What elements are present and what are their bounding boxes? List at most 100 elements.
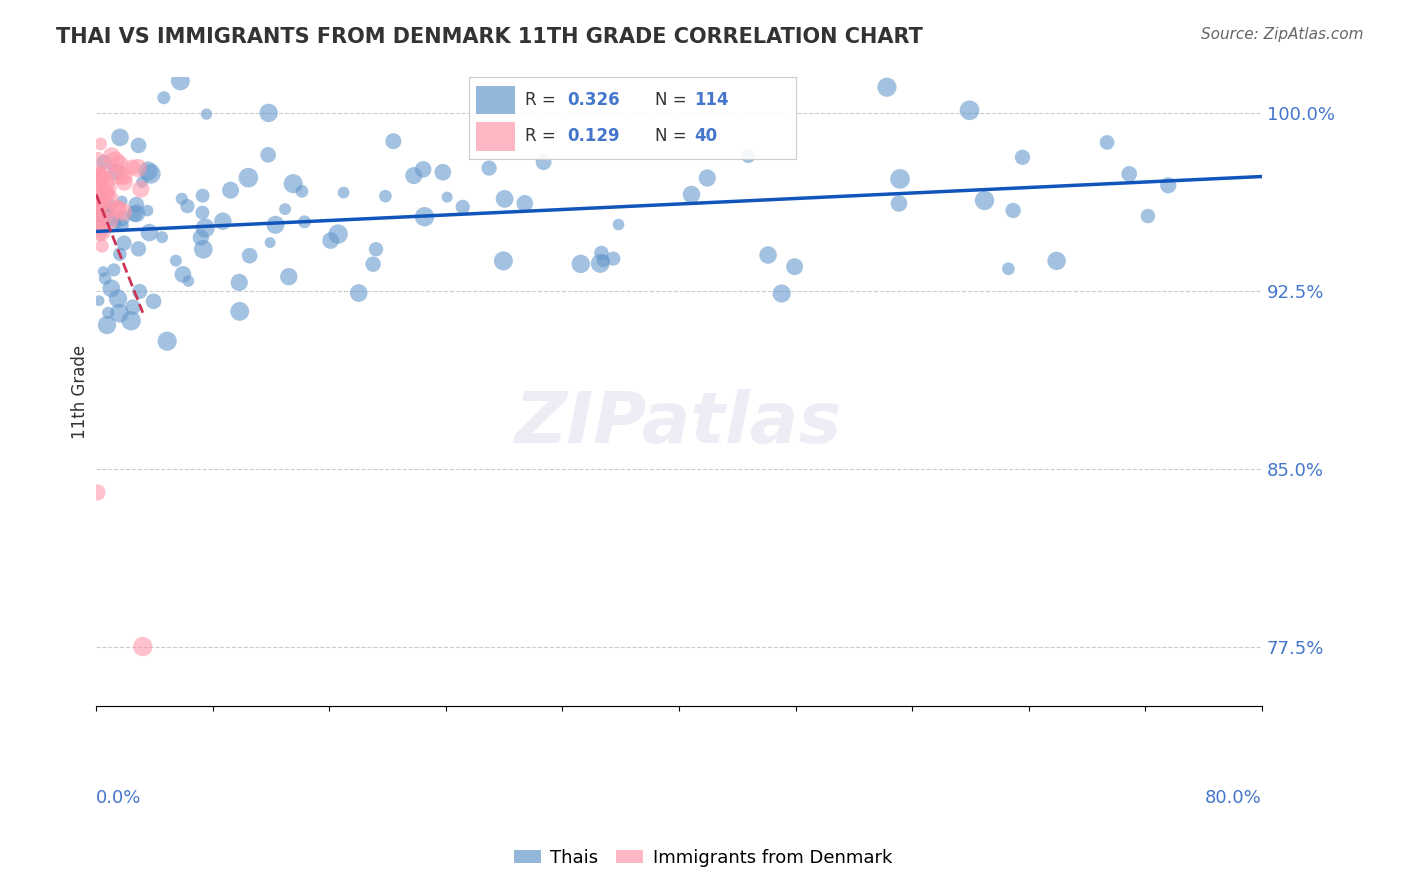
Point: [770, 286, 793, 301]
Point: [402, 169, 425, 183]
Point: [756, 248, 779, 262]
Point: [436, 190, 458, 204]
Point: [91, 264, 114, 278]
Point: [150, 230, 173, 244]
Point: [128, 285, 150, 299]
Point: [219, 183, 242, 197]
Point: [361, 257, 384, 271]
Point: [374, 189, 396, 203]
Point: [364, 242, 387, 256]
Point: [602, 252, 624, 266]
Point: [98, 214, 121, 228]
Point: [89, 171, 111, 186]
Point: [193, 242, 215, 256]
Text: THAI VS IMMIGRANTS FROM DENMARK 11TH GRADE CORRELATION CHART: THAI VS IMMIGRANTS FROM DENMARK 11TH GRA…: [56, 27, 924, 46]
Point: [492, 253, 515, 268]
Point: [413, 210, 436, 224]
Point: [607, 218, 630, 232]
Point: [1157, 178, 1180, 193]
Point: [89, 207, 111, 221]
Point: [107, 201, 129, 215]
Point: [128, 138, 150, 153]
Text: 80.0%: 80.0%: [1205, 789, 1263, 807]
Point: [91, 239, 114, 253]
Point: [513, 196, 536, 211]
Point: [277, 269, 299, 284]
Point: [91, 197, 114, 211]
Point: [93, 205, 115, 219]
Point: [294, 215, 316, 229]
Point: [90, 221, 112, 235]
Point: [107, 292, 129, 306]
Point: [783, 260, 806, 274]
Point: [94, 187, 117, 202]
Point: [111, 194, 134, 208]
Point: [94, 271, 117, 285]
Point: [94, 186, 117, 200]
Point: [432, 165, 454, 179]
Point: [86, 155, 108, 169]
Point: [86, 217, 108, 231]
Point: [87, 182, 110, 196]
Point: [887, 196, 910, 211]
Point: [176, 199, 198, 213]
Point: [129, 182, 152, 196]
Point: [125, 206, 148, 220]
Point: [737, 149, 759, 163]
Point: [592, 253, 614, 268]
Point: [156, 334, 179, 349]
Point: [382, 134, 405, 148]
Point: [1118, 167, 1140, 181]
Point: [100, 198, 122, 212]
Point: [889, 172, 911, 186]
Point: [104, 165, 127, 179]
Point: [1095, 136, 1118, 150]
Point: [89, 178, 111, 193]
Point: [177, 274, 200, 288]
Point: [569, 257, 592, 271]
Point: [107, 202, 129, 217]
Point: [111, 219, 134, 233]
Point: [122, 300, 145, 314]
Point: [165, 253, 187, 268]
Point: [87, 167, 110, 181]
Point: [124, 207, 146, 221]
Point: [589, 256, 612, 270]
Point: [94, 167, 117, 181]
Point: [93, 155, 115, 169]
Point: [1046, 253, 1069, 268]
Point: [1002, 203, 1025, 218]
Point: [264, 218, 287, 232]
Point: [89, 217, 111, 231]
Point: [111, 205, 134, 219]
Y-axis label: 11th Grade: 11th Grade: [72, 344, 89, 439]
Point: [326, 227, 349, 241]
Point: [681, 187, 703, 202]
Point: [108, 158, 131, 172]
Point: [169, 74, 191, 88]
Legend: Thais, Immigrants from Denmark: Thais, Immigrants from Denmark: [508, 842, 898, 874]
Point: [86, 194, 108, 208]
Point: [153, 91, 176, 105]
Point: [412, 162, 434, 177]
Point: [191, 205, 214, 219]
Point: [451, 200, 474, 214]
Point: [973, 194, 995, 208]
Point: [90, 136, 112, 151]
Point: [319, 234, 342, 248]
Point: [91, 170, 114, 185]
Point: [86, 485, 108, 500]
Point: [86, 205, 108, 219]
Point: [494, 192, 516, 206]
Point: [127, 161, 149, 175]
Point: [100, 149, 122, 163]
Point: [108, 168, 131, 182]
Point: [90, 224, 112, 238]
Point: [132, 640, 155, 654]
Point: [190, 230, 212, 244]
Point: [108, 247, 131, 261]
Point: [121, 160, 143, 174]
Point: [238, 170, 260, 185]
Point: [86, 171, 108, 186]
Point: [259, 235, 281, 250]
